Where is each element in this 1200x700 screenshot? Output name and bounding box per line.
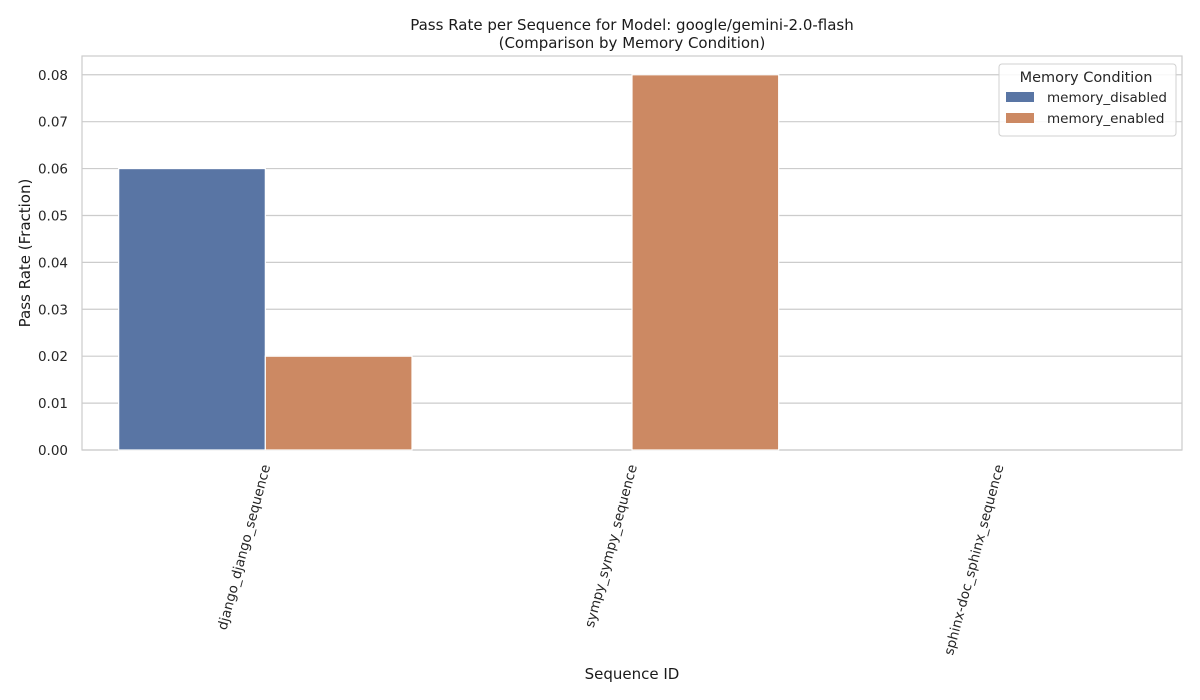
legend-title: Memory Condition	[1020, 70, 1153, 86]
legend-box	[998, 63, 1177, 137]
y-tick-label: 0.03	[38, 302, 68, 318]
legend-label-memory_enabled: memory_enabled	[1047, 111, 1165, 127]
y-tick-label: 0.08	[38, 68, 68, 84]
bar-memory_disabled-django_django_sequence	[118, 167, 266, 451]
y-tick-label: 0.04	[38, 255, 68, 271]
x-tick-labels: django_django_sequence sympy_sympy_sequen…	[215, 463, 1008, 657]
y-axis-label: Pass Rate (Fraction)	[16, 179, 34, 328]
y-tick-label: 0.05	[38, 208, 68, 224]
y-tick-label: 0.07	[38, 115, 68, 131]
chart-subtitle: (Comparison by Memory Condition)	[499, 34, 766, 52]
bars	[118, 74, 780, 451]
legend: Memory Condition memory_disabled memory_e…	[998, 63, 1177, 137]
y-tick-label: 0.00	[38, 443, 68, 459]
y-tick-label: 0.01	[38, 396, 68, 412]
legend-label-memory_disabled: memory_disabled	[1047, 90, 1167, 106]
y-tick-label: 0.02	[38, 349, 68, 365]
bar-memory_enabled-django_django_sequence	[264, 355, 413, 451]
bar-memory_enabled-sympy_sympy_sequence	[631, 74, 780, 451]
y-tick-label: 0.06	[38, 162, 68, 178]
chart-title: Pass Rate per Sequence for Model: google…	[410, 16, 854, 34]
x-tick-label: django_django_sequence	[215, 463, 275, 632]
legend-swatch-memory_enabled	[1006, 113, 1034, 123]
y-tick-labels: 0.00 0.01 0.02 0.03 0.04 0.05 0.06 0.07 0.08	[38, 68, 68, 459]
x-tick-label: sympy_sympy_sequence	[582, 463, 641, 629]
legend-swatch-memory_disabled	[1006, 92, 1034, 102]
x-axis-label: Sequence ID	[585, 665, 680, 683]
x-tick-label: sphinx-doc_sphinx_sequence	[941, 463, 1007, 657]
